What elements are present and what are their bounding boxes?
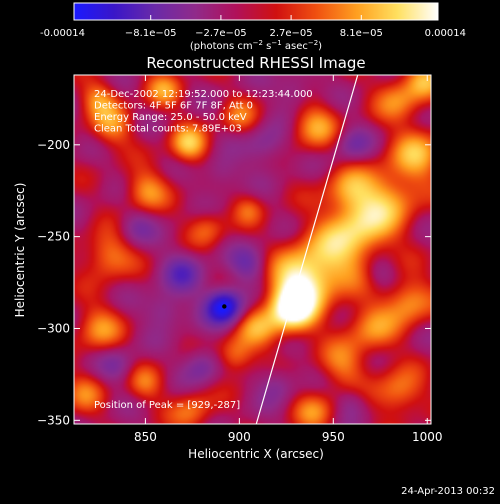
y-tick-label: −250 bbox=[37, 230, 70, 244]
colorbar-units: (photons cm−2 s−1 asec−2) bbox=[190, 39, 322, 52]
annotation-line: Detectors: 4F 5F 6F 7F 8F, Att 0 bbox=[94, 101, 253, 112]
rhessi-heatmap-image bbox=[74, 75, 431, 424]
x-tick-label: 900 bbox=[228, 430, 251, 444]
peak-position-label: Position of Peak = [929,-287] bbox=[94, 400, 240, 411]
peak-marker bbox=[222, 304, 227, 309]
y-tick-label: −350 bbox=[37, 413, 70, 427]
y-axis-ticks: −200 −250 −300 −350 bbox=[37, 138, 431, 427]
x-axis-ticks: 850 900 950 1000 bbox=[134, 75, 443, 444]
observation-annotations: 24-Dec-2002 12:19:52.000 to 12:23:44.000… bbox=[94, 89, 313, 135]
colorbar-tick-label: -0.00014 bbox=[40, 28, 85, 39]
colorbar-ticks: -0.00014 −8.1e−05 −2.7e−05 2.7e−05 8.1e−05 0.… bbox=[40, 15, 466, 39]
colorbar-tick-label: −2.7e−05 bbox=[195, 28, 247, 39]
solar-limb-line bbox=[255, 75, 359, 424]
footer-timestamp: 24-Apr-2013 00:32 bbox=[401, 486, 495, 497]
x-tick-label: 850 bbox=[134, 430, 157, 444]
y-axis-label: Heliocentric Y (arcsec) bbox=[13, 183, 27, 318]
y-tick-label: −300 bbox=[37, 321, 70, 335]
plot-frame bbox=[73, 74, 432, 425]
chart-title: Reconstructed RHESSI Image bbox=[146, 54, 365, 72]
colorbar-tick-label: 8.1e−05 bbox=[340, 28, 383, 39]
annotation-line: 24-Dec-2002 12:19:52.000 to 12:23:44.000 bbox=[94, 89, 313, 100]
x-tick-label: 1000 bbox=[412, 430, 443, 444]
annotation-line: Energy Range: 25.0 - 50.0 keV bbox=[94, 112, 247, 123]
colorbar-tick-label: 2.7e−05 bbox=[270, 28, 313, 39]
annotation-line: Clean Total counts: 7.89E+03 bbox=[94, 124, 242, 135]
x-tick-label: 950 bbox=[322, 430, 345, 444]
colorbar bbox=[73, 2, 439, 21]
y-tick-label: −200 bbox=[37, 138, 70, 152]
colorbar-tick-label: −8.1e−05 bbox=[125, 28, 177, 39]
colorbar-tick-label: 0.00014 bbox=[425, 28, 466, 39]
x-axis-label: Heliocentric X (arcsec) bbox=[188, 447, 324, 461]
